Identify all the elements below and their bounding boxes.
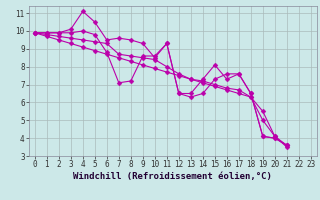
X-axis label: Windchill (Refroidissement éolien,°C): Windchill (Refroidissement éolien,°C) bbox=[73, 172, 272, 181]
